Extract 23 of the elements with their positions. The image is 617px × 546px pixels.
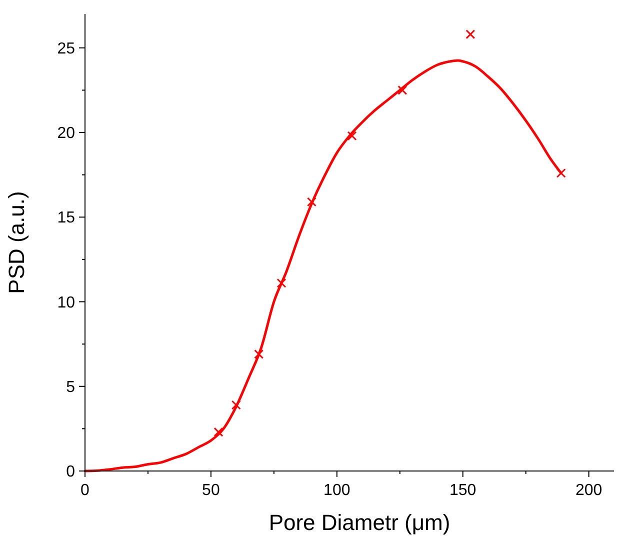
point [276, 278, 286, 288]
x-tick-label: 200 [575, 482, 602, 499]
y-tick-label: 25 [57, 40, 76, 58]
y-axis-title: PSD (a.u.) [4, 191, 29, 294]
y-tick-label: 0 [66, 464, 76, 481]
point [214, 427, 224, 437]
point [306, 197, 316, 207]
x-tick-label: 0 [80, 482, 90, 499]
x-tick-label: 150 [450, 482, 476, 499]
point [347, 131, 357, 141]
y-tick-label: 5 [66, 378, 76, 396]
y-tick-label: 15 [57, 210, 76, 227]
x-axis-title: Pore Diametr (μm) [268, 510, 450, 535]
x-tick-label: 50 [202, 482, 220, 499]
y-tick-label: 10 [57, 294, 76, 312]
point [556, 168, 566, 178]
point [398, 85, 408, 95]
y-tick-label: 20 [57, 125, 76, 142]
line-series [84, 59, 562, 472]
x-tick-label: 100 [324, 482, 350, 499]
point [254, 349, 264, 359]
point [466, 30, 476, 40]
point [231, 400, 241, 410]
